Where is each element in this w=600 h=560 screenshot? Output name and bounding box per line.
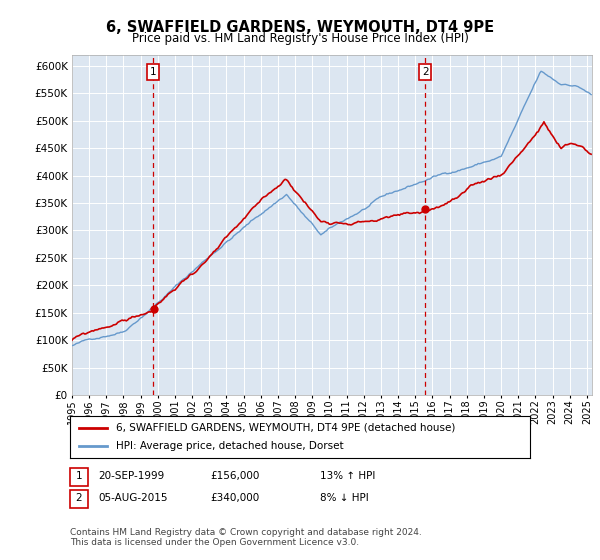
Text: 05-AUG-2015: 05-AUG-2015 bbox=[98, 493, 167, 503]
Text: 6, SWAFFIELD GARDENS, WEYMOUTH, DT4 9PE (detached house): 6, SWAFFIELD GARDENS, WEYMOUTH, DT4 9PE … bbox=[116, 423, 455, 433]
Text: Price paid vs. HM Land Registry's House Price Index (HPI): Price paid vs. HM Land Registry's House … bbox=[131, 32, 469, 45]
Text: Contains HM Land Registry data © Crown copyright and database right 2024.
This d: Contains HM Land Registry data © Crown c… bbox=[70, 528, 422, 548]
Text: 13% ↑ HPI: 13% ↑ HPI bbox=[320, 471, 376, 481]
Text: 2: 2 bbox=[76, 493, 82, 503]
Text: 8% ↓ HPI: 8% ↓ HPI bbox=[320, 493, 369, 503]
Text: 2: 2 bbox=[422, 67, 428, 77]
Text: HPI: Average price, detached house, Dorset: HPI: Average price, detached house, Dors… bbox=[116, 441, 344, 451]
Text: £340,000: £340,000 bbox=[210, 493, 259, 503]
Text: 6, SWAFFIELD GARDENS, WEYMOUTH, DT4 9PE: 6, SWAFFIELD GARDENS, WEYMOUTH, DT4 9PE bbox=[106, 20, 494, 35]
Text: 1: 1 bbox=[76, 471, 82, 481]
Text: 20-SEP-1999: 20-SEP-1999 bbox=[98, 471, 164, 481]
Text: 1: 1 bbox=[149, 67, 157, 77]
Text: £156,000: £156,000 bbox=[210, 471, 259, 481]
